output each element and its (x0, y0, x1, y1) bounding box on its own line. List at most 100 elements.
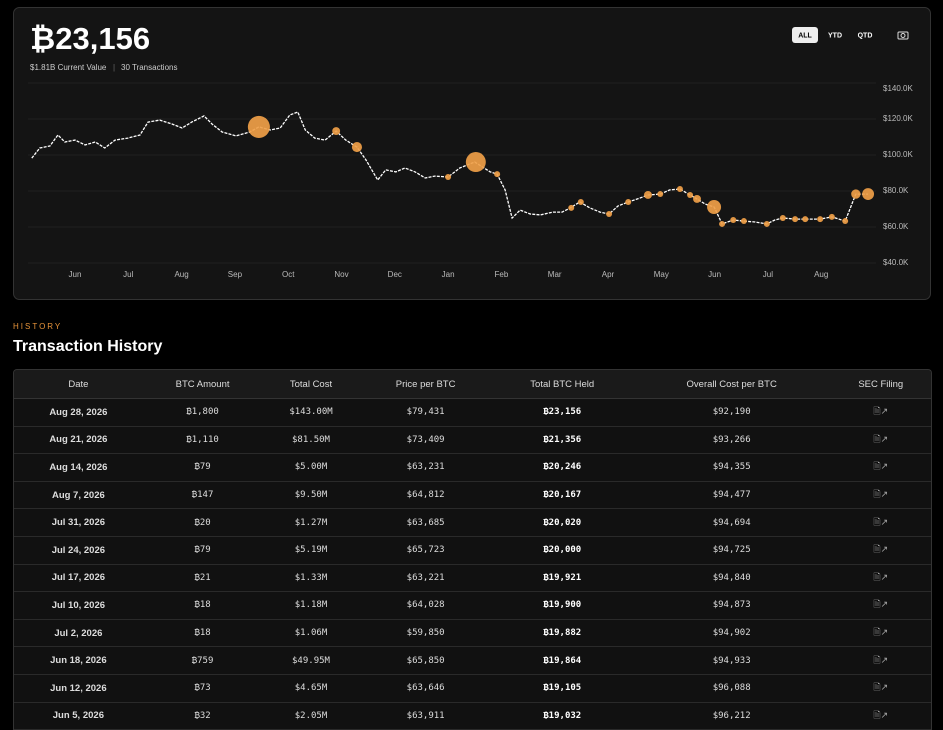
cell: $1.33M (262, 564, 359, 592)
cell: $63,646 (360, 674, 492, 702)
cell: $64,028 (360, 592, 492, 620)
purchase-bubble (578, 199, 584, 205)
purchase-bubble (687, 192, 693, 198)
purchase-bubble (802, 216, 808, 222)
cell: ₿19,864 (492, 647, 633, 675)
cell: ₿23,156 (492, 399, 633, 427)
purchase-bubble (764, 221, 770, 227)
sec-filing-link[interactable]: 🗎↗ (831, 702, 931, 730)
cell: Aug 28, 2026 (14, 399, 143, 427)
transaction-count: 30 Transactions (121, 63, 177, 72)
cell: ₿19,900 (492, 592, 633, 620)
purchase-bubble (730, 217, 736, 223)
separator: | (113, 63, 115, 72)
chart: ₿23,156 $1.81B Current Value | 30 Transa… (0, 0, 943, 300)
sec-filing-link[interactable]: 🗎↗ (831, 674, 931, 702)
purchase-bubble (780, 215, 786, 221)
purchase-bubble (466, 152, 486, 172)
sec-filing-link[interactable]: 🗎↗ (831, 454, 931, 482)
cell: Jul 31, 2026 (14, 509, 143, 537)
cell: $81.50M (262, 426, 359, 454)
cell: $63,231 (360, 454, 492, 482)
column-header: Price per BTC (360, 370, 492, 399)
purchase-bubble (677, 186, 683, 192)
sec-filing-link[interactable]: 🗎↗ (831, 536, 931, 564)
y-tick-label: $80.0K (883, 186, 909, 195)
x-tick-label: Aug (814, 270, 828, 279)
cell: Jul 2, 2026 (14, 619, 143, 647)
column-header: Date (14, 370, 143, 399)
cell: ₿18 (143, 619, 263, 647)
cell: ₿79 (143, 536, 263, 564)
cell: $65,723 (360, 536, 492, 564)
table-row: Aug 7, 2026₿147$9.50M$64,812₿20,167$94,4… (14, 481, 931, 509)
cell: $94,694 (633, 509, 831, 537)
sec-filing-link[interactable]: 🗎↗ (831, 647, 931, 675)
range-ytd[interactable]: YTD (828, 32, 842, 39)
cell: ₿1,800 (143, 399, 263, 427)
cell: $94,355 (633, 454, 831, 482)
cell: Aug 21, 2026 (14, 426, 143, 454)
sec-filing-link[interactable]: 🗎↗ (831, 619, 931, 647)
sec-filing-link[interactable]: 🗎↗ (831, 509, 931, 537)
sec-filing-link[interactable]: 🗎↗ (831, 592, 931, 620)
x-tick-label: Mar (548, 270, 562, 279)
purchase-bubble (817, 216, 823, 222)
cell: ₿19,105 (492, 674, 633, 702)
purchase-bubble (693, 195, 701, 203)
y-tick-label: $140.0K (883, 84, 913, 93)
purchase-bubble (445, 174, 451, 180)
cell: ₿73 (143, 674, 263, 702)
cell: $63,685 (360, 509, 492, 537)
range-qtd[interactable]: QTD (858, 32, 873, 39)
cell: ₿79 (143, 454, 263, 482)
current-value: $1.81B Current Value (30, 63, 107, 72)
cell: ₿20,167 (492, 481, 633, 509)
sec-filing-link[interactable]: 🗎↗ (831, 426, 931, 454)
column-header: Overall Cost per BTC (633, 370, 831, 399)
cell: Jul 17, 2026 (14, 564, 143, 592)
cell: $79,431 (360, 399, 492, 427)
cell: Jun 5, 2026 (14, 702, 143, 730)
cell: $1.06M (262, 619, 359, 647)
cell: $96,212 (633, 702, 831, 730)
cell: $59,850 (360, 619, 492, 647)
purchase-bubble (829, 214, 835, 220)
purchase-bubble (352, 142, 362, 152)
column-header: Total Cost (262, 370, 359, 399)
y-tick-label: $40.0K (883, 258, 909, 267)
cell: $94,933 (633, 647, 831, 675)
x-tick-label: Jan (442, 270, 455, 279)
purchase-bubble (657, 191, 663, 197)
cell: $73,409 (360, 426, 492, 454)
sec-filing-link[interactable]: 🗎↗ (831, 564, 931, 592)
purchase-bubble (842, 218, 848, 224)
cell: $4.65M (262, 674, 359, 702)
purchase-bubble (707, 200, 721, 214)
purchase-bubble (719, 221, 725, 227)
table-row: Jul 17, 2026₿21$1.33M$63,221₿19,921$94,8… (14, 564, 931, 592)
range-all[interactable]: ALL (798, 32, 812, 39)
x-tick-label: Jun (708, 270, 721, 279)
cell: $9.50M (262, 481, 359, 509)
x-tick-label: Oct (282, 270, 295, 279)
table-row: Jul 24, 2026₿79$5.19M$65,723₿20,000$94,7… (14, 536, 931, 564)
x-tick-label: Nov (334, 270, 348, 279)
column-header: SEC Filing (831, 370, 931, 399)
table-row: Aug 21, 2026₿1,110$81.50M$73,409₿21,356$… (14, 426, 931, 454)
purchase-bubble (851, 189, 860, 198)
history-eyebrow: HISTORY (13, 322, 62, 331)
cell: ₿19,882 (492, 619, 633, 647)
table-row: Jul 2, 2026₿18$1.06M$59,850₿19,882$94,90… (14, 619, 931, 647)
cell: $96,088 (633, 674, 831, 702)
cell: $63,911 (360, 702, 492, 730)
column-header: BTC Amount (143, 370, 263, 399)
cell: Aug 14, 2026 (14, 454, 143, 482)
sec-filing-link[interactable]: 🗎↗ (831, 481, 931, 509)
y-tick-label: $120.0K (883, 114, 913, 123)
cell: ₿19,032 (492, 702, 633, 730)
x-tick-label: Sep (228, 270, 243, 279)
sec-filing-link[interactable]: 🗎↗ (831, 399, 931, 427)
cell: ₿21 (143, 564, 263, 592)
